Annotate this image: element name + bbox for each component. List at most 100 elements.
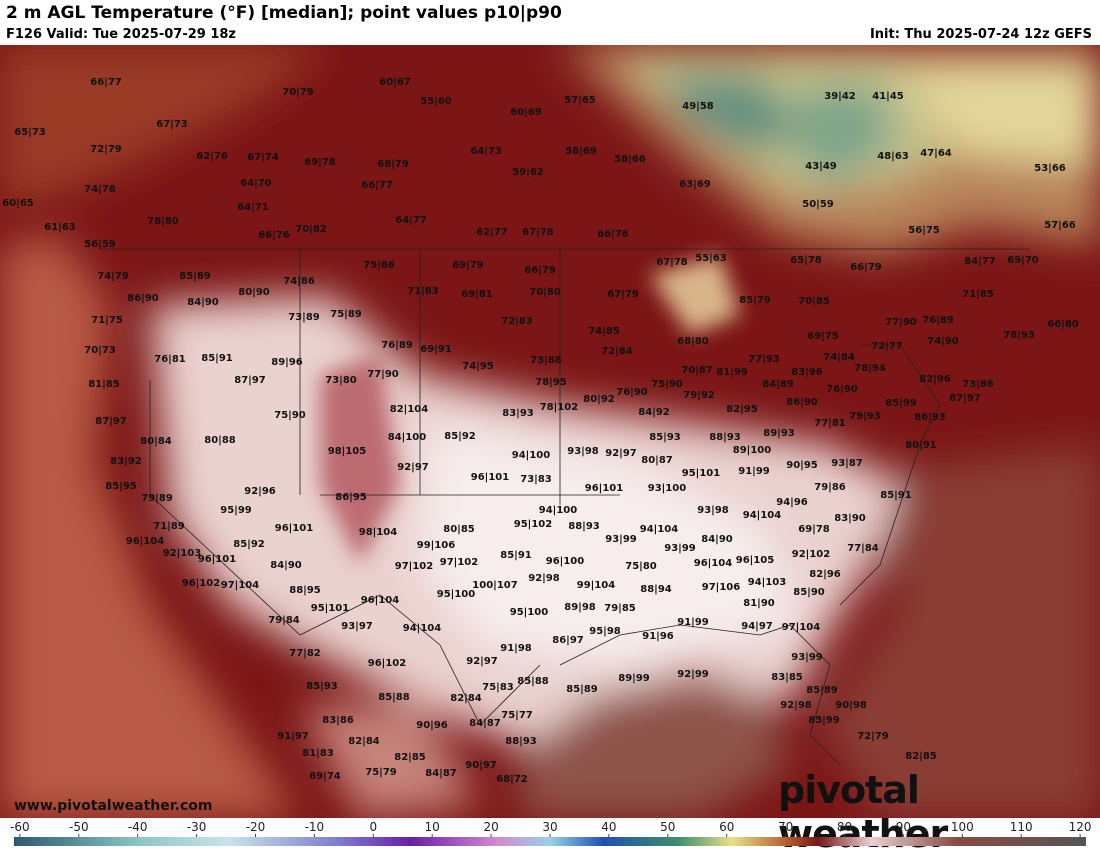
point-value: 95|99 bbox=[220, 505, 252, 516]
point-value: 67|79 bbox=[607, 289, 639, 300]
point-value: 90|96 bbox=[416, 720, 448, 731]
point-value: 82|84 bbox=[450, 693, 482, 704]
point-value: 93|99 bbox=[791, 652, 823, 663]
temperature-field bbox=[0, 45, 1100, 818]
point-value: 56|59 bbox=[84, 239, 116, 250]
point-value: 88|95 bbox=[289, 585, 321, 596]
colorbar-tick-label: 60 bbox=[719, 820, 734, 834]
point-value: 84|92 bbox=[638, 407, 670, 418]
point-value: 57|65 bbox=[564, 95, 596, 106]
point-value: 73|80 bbox=[325, 375, 357, 386]
init-time: Init: Thu 2025-07-24 12z GEFS bbox=[869, 27, 1092, 42]
point-value: 84|90 bbox=[187, 297, 219, 308]
point-value: 86|90 bbox=[127, 293, 159, 304]
point-value: 79|92 bbox=[683, 390, 715, 401]
colorbar-tick-label: 10 bbox=[425, 820, 440, 834]
point-value: 88|93 bbox=[568, 521, 600, 532]
point-value: 89|99 bbox=[618, 673, 650, 684]
point-value: 72|83 bbox=[501, 316, 533, 327]
point-value: 65|73 bbox=[14, 127, 46, 138]
point-value: 74|79 bbox=[97, 271, 129, 282]
point-value: 78|80 bbox=[147, 216, 179, 227]
point-value: 85|99 bbox=[885, 398, 917, 409]
point-value: 74|85 bbox=[588, 326, 620, 337]
point-value: 73|83 bbox=[520, 474, 552, 485]
point-value: 92|103 bbox=[163, 548, 201, 559]
point-value: 67|73 bbox=[156, 119, 188, 130]
point-value: 77|90 bbox=[885, 317, 917, 328]
point-value: 75|80 bbox=[625, 561, 657, 572]
point-value: 98|104 bbox=[359, 527, 397, 538]
point-value: 66|77 bbox=[90, 77, 122, 88]
point-value: 99|104 bbox=[577, 580, 615, 591]
point-value: 70|82 bbox=[295, 224, 327, 235]
point-value: 68|79 bbox=[377, 159, 409, 170]
point-value: 43|49 bbox=[805, 161, 837, 172]
point-value: 73|89 bbox=[288, 312, 320, 323]
point-value: 79|85 bbox=[604, 603, 636, 614]
point-value: 70|73 bbox=[84, 345, 116, 356]
colorbar-tick-label: 100 bbox=[951, 820, 974, 834]
point-value: 86|90 bbox=[786, 397, 818, 408]
point-value: 74|90 bbox=[927, 336, 959, 347]
point-value: 84|87 bbox=[469, 718, 501, 729]
colorbar-scale bbox=[14, 837, 1086, 846]
point-value: 97|102 bbox=[395, 561, 433, 572]
point-value: 76|81 bbox=[154, 354, 186, 365]
point-value: 77|81 bbox=[814, 418, 846, 429]
point-value: 64|77 bbox=[395, 215, 427, 226]
point-value: 57|66 bbox=[1044, 220, 1076, 231]
point-value: 78|93 bbox=[1003, 330, 1035, 341]
point-value: 85|88 bbox=[378, 692, 410, 703]
point-value: 66|79 bbox=[524, 265, 556, 276]
point-value: 80|88 bbox=[204, 435, 236, 446]
point-value: 94|100 bbox=[512, 450, 550, 461]
point-value: 95|98 bbox=[589, 626, 621, 637]
point-value: 95|101 bbox=[682, 468, 720, 479]
point-value: 55|63 bbox=[695, 253, 727, 264]
point-value: 70|85 bbox=[798, 296, 830, 307]
point-value: 89|98 bbox=[564, 602, 596, 613]
colorbar-tick-label: 110 bbox=[1010, 820, 1033, 834]
point-value: 81|83 bbox=[302, 748, 334, 759]
point-value: 68|72 bbox=[496, 774, 528, 785]
point-value: 66|76 bbox=[597, 229, 629, 240]
point-value: 82|85 bbox=[905, 751, 937, 762]
point-value: 66|77 bbox=[361, 180, 393, 191]
point-value: 91|96 bbox=[642, 631, 674, 642]
point-value: 85|90 bbox=[793, 587, 825, 598]
point-value: 99|106 bbox=[417, 540, 455, 551]
point-value: 66|79 bbox=[850, 262, 882, 273]
point-value: 53|66 bbox=[1034, 163, 1066, 174]
point-value: 55|60 bbox=[420, 96, 452, 107]
point-value: 75|90 bbox=[651, 379, 683, 390]
point-value: 85|89 bbox=[566, 684, 598, 695]
point-value: 96|101 bbox=[198, 554, 236, 565]
point-value: 92|97 bbox=[466, 656, 498, 667]
point-value: 84|100 bbox=[388, 432, 426, 443]
point-value: 96|101 bbox=[585, 483, 623, 494]
point-value: 98|105 bbox=[328, 446, 366, 457]
colorbar-tick-label: 80 bbox=[837, 820, 852, 834]
point-value: 64|71 bbox=[237, 202, 269, 213]
point-value: 85|91 bbox=[500, 550, 532, 561]
colorbar-ticks: -60 -50 -40 -30 -20 -10 0 10 20 30 40 50 60 70 80 90 100… bbox=[10, 820, 1092, 837]
point-value: 71|75 bbox=[91, 315, 123, 326]
point-value: 66|76 bbox=[258, 230, 290, 241]
map: 66|77 60|67 70|79 55|60 57|65 49|58 39|42 41|45… bbox=[0, 45, 1100, 818]
point-value: 85|93 bbox=[649, 432, 681, 443]
point-value: 85|92 bbox=[444, 431, 476, 442]
colorbar-tick-label: -20 bbox=[246, 820, 266, 834]
point-value: 88|94 bbox=[640, 584, 672, 595]
point-value: 90|98 bbox=[835, 700, 867, 711]
point-value: 66|80 bbox=[1047, 319, 1079, 330]
colorbar-tick-label: 70 bbox=[778, 820, 793, 834]
point-value: 78|102 bbox=[540, 402, 578, 413]
point-value: 49|58 bbox=[682, 101, 714, 112]
point-value: 91|99 bbox=[677, 617, 709, 628]
point-value: 70|87 bbox=[681, 365, 713, 376]
point-value: 71|89 bbox=[153, 521, 185, 532]
point-value: 89|100 bbox=[733, 445, 771, 456]
point-value: 96|102 bbox=[182, 578, 220, 589]
point-value: 82|96 bbox=[919, 374, 951, 385]
